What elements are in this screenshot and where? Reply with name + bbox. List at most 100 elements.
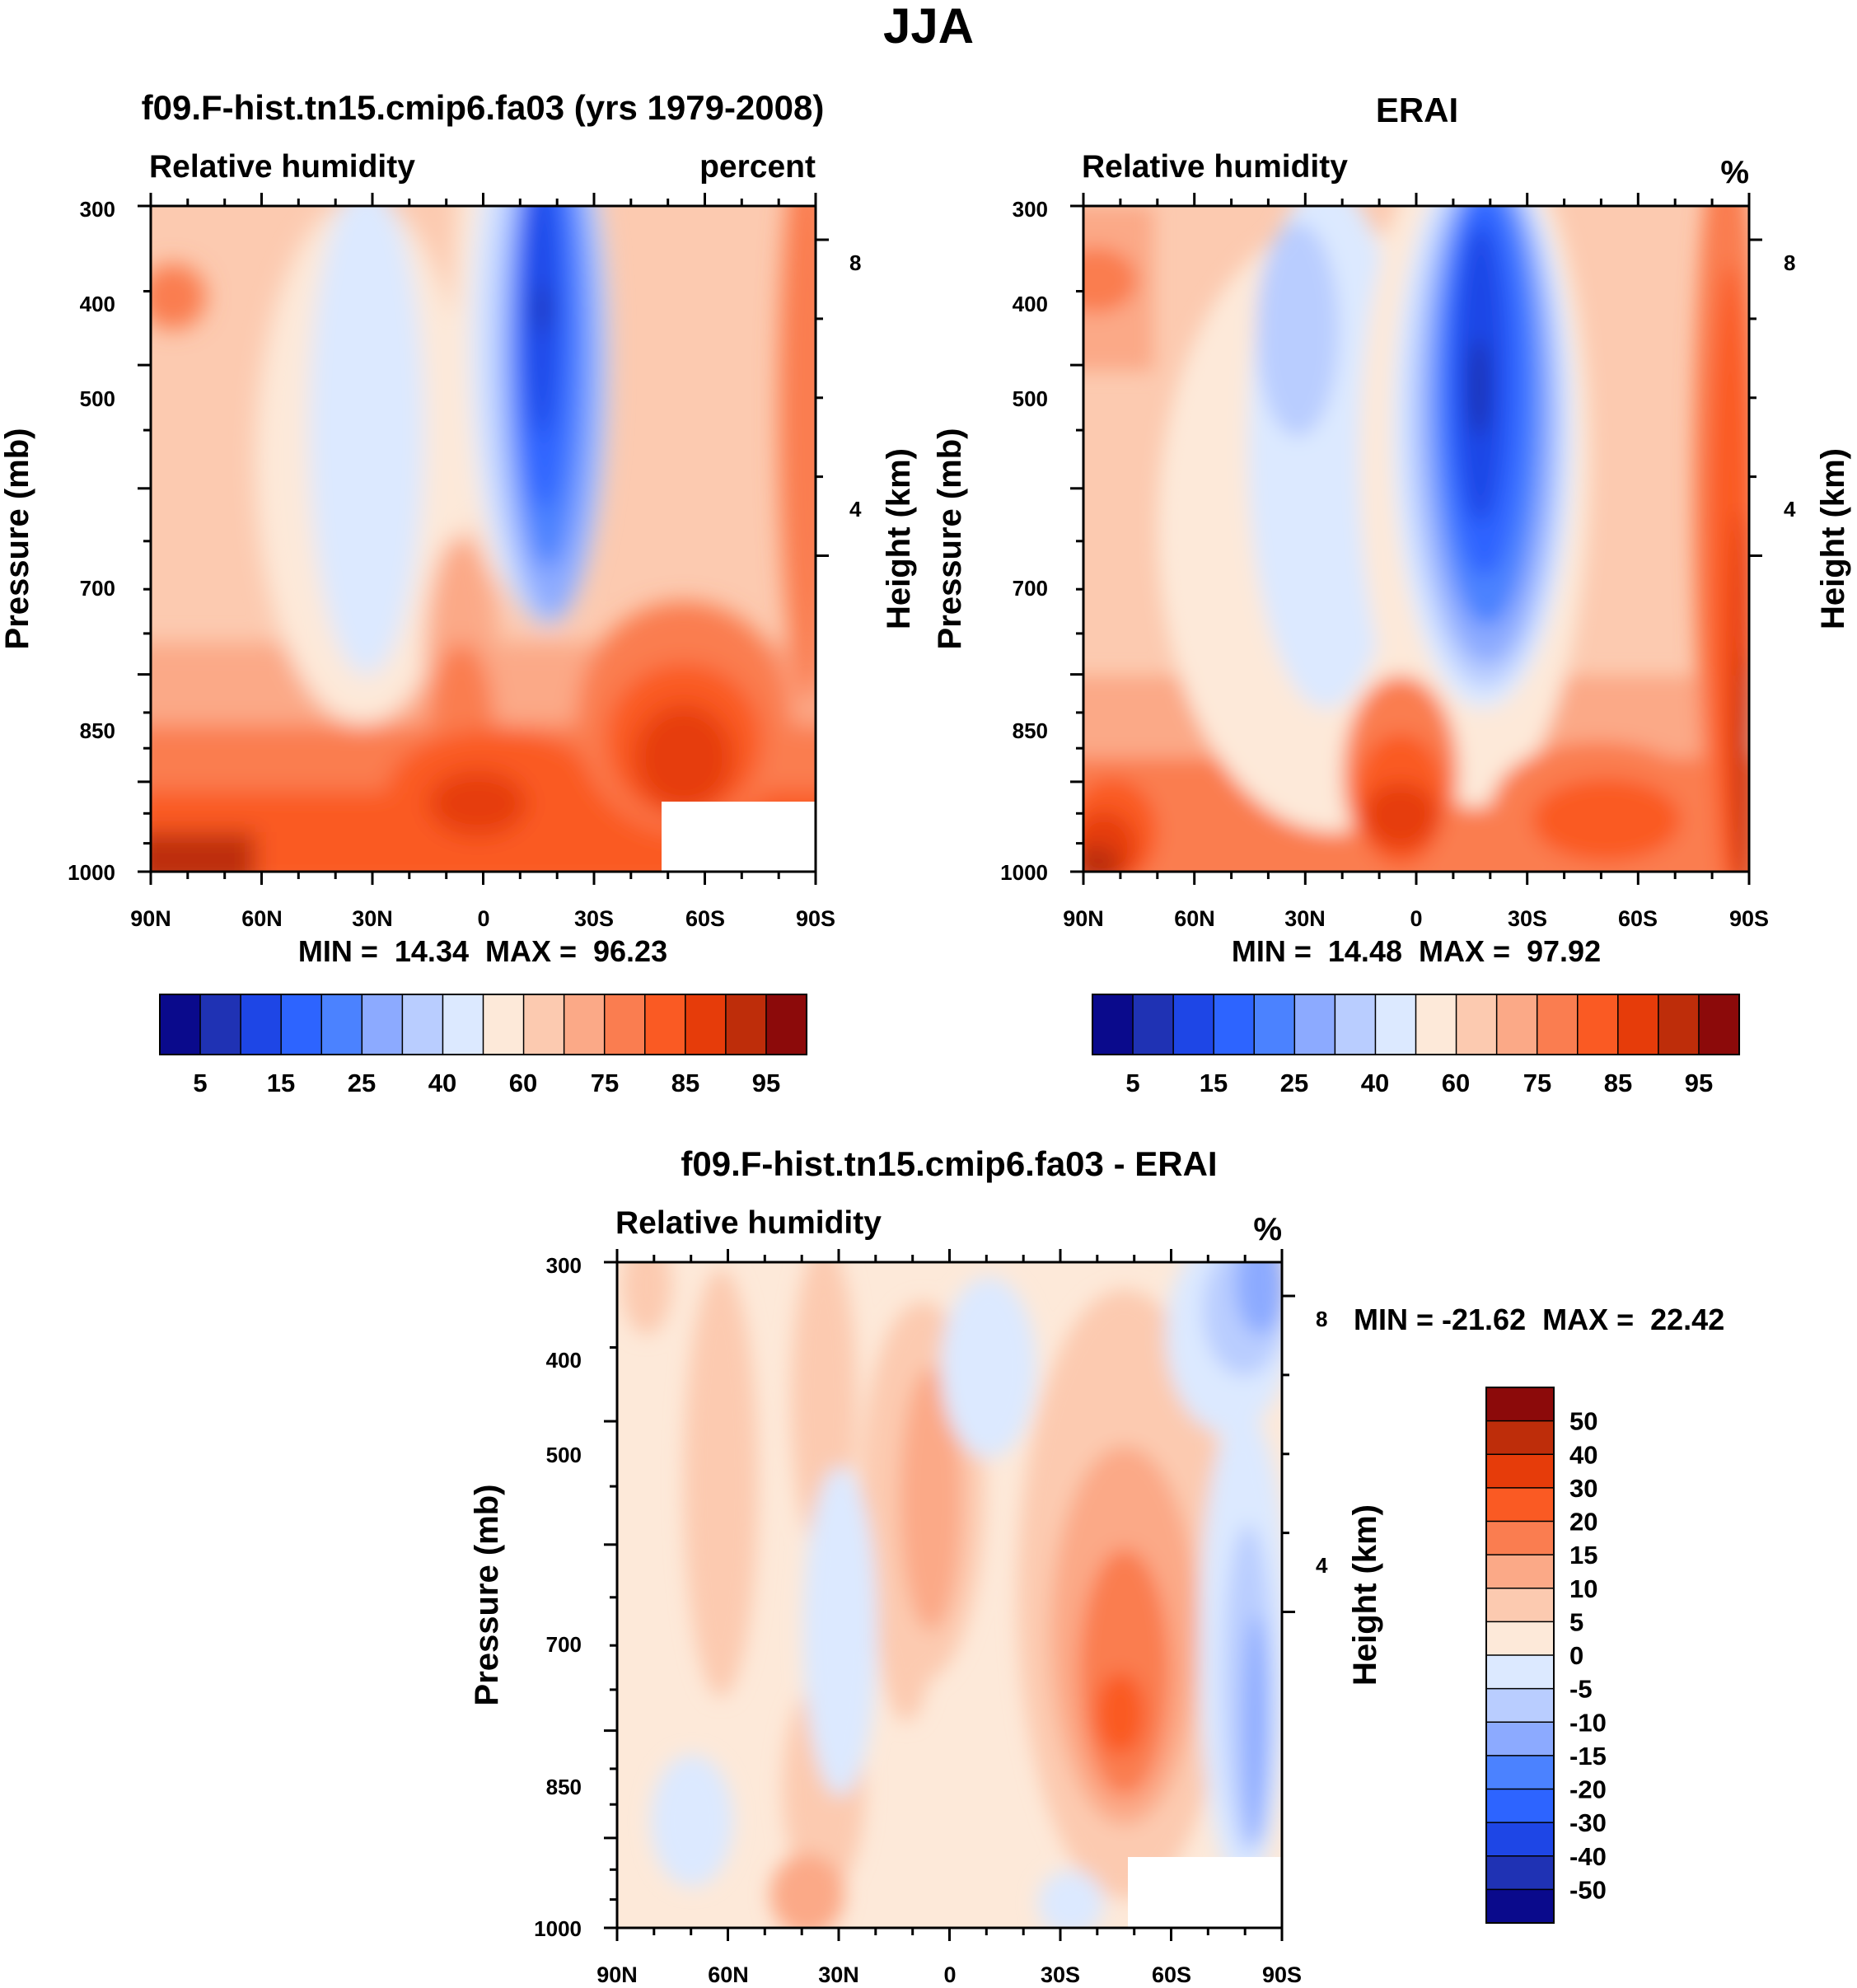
y-tick-label: 500 (80, 386, 115, 411)
x-tick-label: 60N (708, 1962, 749, 1987)
y-tick-label: 400 (80, 292, 115, 316)
y-tick-label: 700 (1013, 576, 1048, 601)
contour-field (151, 206, 816, 872)
colorbar-swatch (1485, 1855, 1555, 1891)
y-tick-label: 1000 (534, 1916, 582, 1941)
tick-marks (604, 1249, 1295, 1941)
x-tick-label: 60N (1174, 906, 1215, 931)
colorbar-swatch (1485, 1588, 1555, 1623)
colorbar-label: 85 (1604, 1069, 1632, 1097)
tick-marks (1070, 193, 1762, 885)
x-tick-label: 60N (241, 906, 283, 931)
figure-title: JJA (883, 0, 974, 54)
colorbar-swatch (1485, 1822, 1555, 1857)
colorbar-label: -30 (1569, 1808, 1607, 1837)
x-tick-label: 90N (1063, 906, 1104, 931)
colorbar-label: 25 (348, 1069, 376, 1097)
colorbar-swatch (240, 994, 283, 1055)
missing-data (1128, 1857, 1282, 1928)
colorbar-swatch (1577, 994, 1619, 1055)
x-tick-label: 60S (1618, 906, 1658, 931)
colorbar-swatch (1658, 994, 1700, 1055)
x-tick-label: 0 (943, 1962, 956, 1987)
x-tick-label: 0 (477, 906, 489, 931)
colorbar-label: 25 (1280, 1069, 1308, 1097)
y-tick-label: 400 (1013, 292, 1048, 316)
y-tick-label: 700 (546, 1632, 582, 1657)
colorbar-swatch (1485, 1788, 1555, 1824)
y-tick-label: 850 (1013, 718, 1048, 743)
colorbar-label: 5 (1569, 1607, 1583, 1636)
colorbar-swatch (442, 994, 484, 1055)
colorbar-swatch (765, 994, 808, 1055)
colorbar-swatch (563, 994, 606, 1055)
min-max-stats: MIN = 14.48 MAX = 97.92 (1232, 934, 1601, 968)
colorbar-swatch (644, 994, 686, 1055)
height-axis-title: Height (km) (881, 448, 917, 629)
colorbar-swatch (401, 994, 444, 1055)
colorbar-swatch (482, 994, 525, 1055)
y-tick-label: 300 (80, 197, 115, 222)
colorbar-label: 15 (267, 1069, 295, 1097)
tick-marks (138, 193, 829, 885)
colorbar-label: 5 (193, 1069, 207, 1097)
colorbar-frame (159, 994, 807, 1055)
colorbar-label: 30 (1569, 1474, 1597, 1503)
height-tick-label: 8 (1784, 250, 1795, 275)
height-axis-title: Height (km) (1815, 448, 1851, 629)
colorbar-swatch (1485, 1387, 1555, 1422)
colorbar-label: 85 (671, 1069, 699, 1097)
colorbar: 5 15 25 40 60 75 85 95 (1092, 994, 1741, 1097)
contour-field (617, 1262, 1282, 1928)
x-tick-label: 30N (1284, 906, 1326, 931)
colorbar-label: 15 (1569, 1541, 1597, 1569)
contour-field (1083, 206, 1749, 872)
x-tick-label: 30S (574, 906, 614, 931)
colorbar-swatch (1485, 1487, 1555, 1523)
colorbar-boxes (1485, 1387, 1555, 1925)
colorbar-swatch (1485, 1621, 1555, 1657)
x-tick-label: 30N (818, 1962, 859, 1987)
right-subtitle: percent (699, 149, 816, 185)
panel-title: f09.F-hist.tn15.cmip6.fa03 (yrs 1979-200… (142, 88, 825, 127)
colorbar-swatch (1455, 994, 1498, 1055)
colorbar-label: -10 (1569, 1708, 1607, 1737)
colorbar-swatch (1213, 994, 1256, 1055)
panel-model: f09.F-hist.tn15.cmip6.fa03 (yrs 1979-200… (0, 88, 917, 1097)
height-tick-label: 8 (849, 250, 861, 275)
colorbar-label: 75 (1523, 1069, 1551, 1097)
colorbar-swatch (1293, 994, 1336, 1055)
panel-title: ERAI (1376, 91, 1458, 129)
y-tick-label: 1000 (68, 860, 115, 885)
colorbar-swatch (1485, 1654, 1555, 1690)
x-tick-label: 90N (130, 906, 171, 931)
colorbar-label: 40 (1569, 1440, 1597, 1469)
y-tick-label: 500 (1013, 386, 1048, 411)
colorbar-swatch (1485, 1888, 1555, 1925)
height-axis: 8 4 Height (km) (1784, 250, 1851, 629)
height-axis: 8 4 Height (km) (1316, 1307, 1383, 1686)
missing-data (662, 802, 816, 872)
colorbar-label: -50 (1569, 1875, 1607, 1904)
min-max-stats: MIN = 14.34 MAX = 96.23 (298, 934, 667, 968)
x-axis: 90N 60N 30N 0 30S 60S 90S (130, 906, 835, 931)
colorbar-swatch (1485, 1755, 1555, 1790)
panel-title: f09.F-hist.tn15.cmip6.fa03 - ERAI (681, 1144, 1217, 1183)
colorbar-label: 15 (1200, 1069, 1228, 1097)
colorbar-label: -40 (1569, 1842, 1607, 1871)
colorbar-label: -20 (1569, 1775, 1607, 1804)
colorbar-swatch (522, 994, 565, 1055)
y-tick-label: 1000 (1000, 860, 1048, 885)
colorbar-label: 95 (752, 1069, 780, 1097)
colorbar-swatch (1374, 994, 1417, 1055)
colorbar-label: 60 (509, 1069, 537, 1097)
panel-difference: f09.F-hist.tn15.cmip6.fa03 - ERAI Relati… (469, 1144, 1724, 1987)
colorbar-swatch (1132, 994, 1175, 1055)
height-axis: 8 4 Height (km) (849, 250, 917, 629)
colorbar-swatch (1334, 994, 1377, 1055)
colorbar-label: 50 (1569, 1407, 1597, 1436)
field-shapes (151, 206, 816, 872)
right-subtitle: % (1720, 155, 1749, 190)
min-max-stats: MIN = -21.62 MAX = 22.42 (1354, 1303, 1724, 1336)
